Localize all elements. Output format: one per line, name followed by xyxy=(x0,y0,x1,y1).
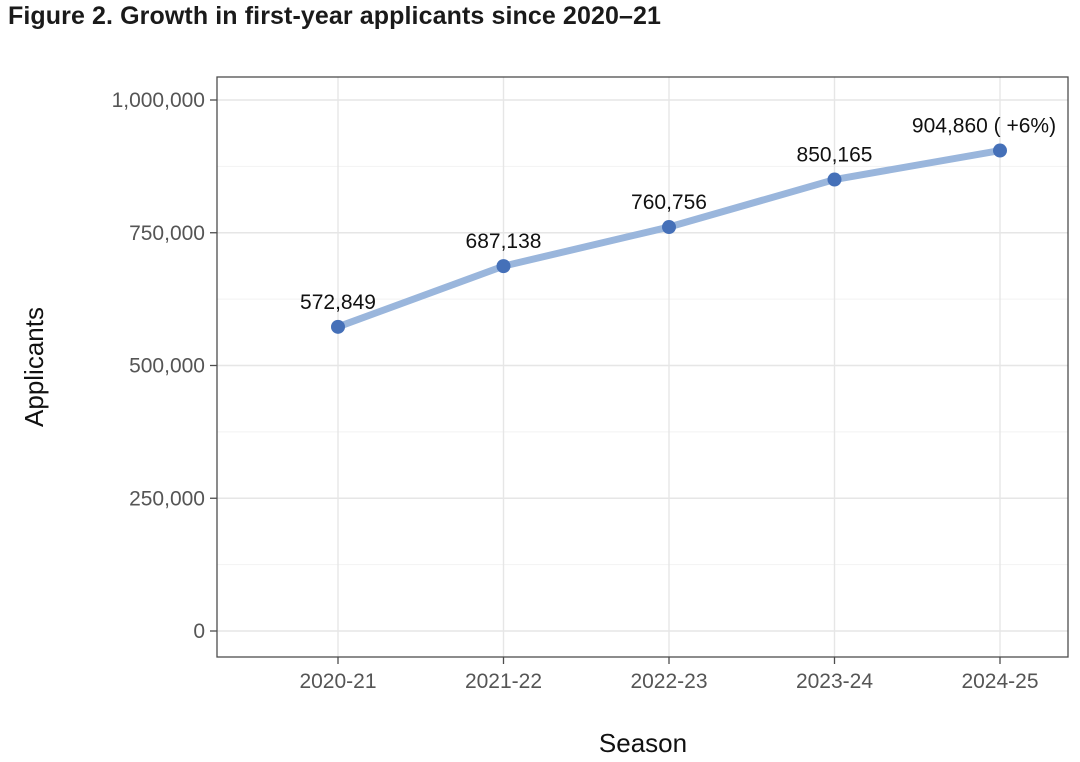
figure-title: Figure 2. Growth in first-year applicant… xyxy=(8,2,661,30)
y-tick-label: 250,000 xyxy=(129,487,205,510)
data-point xyxy=(496,259,511,274)
data-label: 904,860 ( +6%) xyxy=(912,115,1056,138)
y-tick-label: 1,000,000 xyxy=(112,89,205,112)
data-label: 760,756 xyxy=(631,191,707,214)
y-tick-label: 0 xyxy=(193,620,205,643)
x-tick-label: 2022-23 xyxy=(630,670,707,693)
data-label: 850,165 xyxy=(797,144,873,167)
data-point xyxy=(827,172,842,187)
x-axis-title: Season xyxy=(599,728,687,758)
y-axis-title: Applicants xyxy=(19,307,49,427)
plot-border xyxy=(216,76,1069,658)
data-point xyxy=(993,143,1007,158)
axes: 0 250,000 500,000 750,000 1,000,000 2020-21 20… xyxy=(112,89,1039,693)
data-label: 687,138 xyxy=(466,230,542,253)
data-point xyxy=(331,319,345,334)
series: 572,849 687,138 760,756 850,165 904,860 ( +6… xyxy=(300,115,1056,334)
data-label: 572,849 xyxy=(300,291,376,314)
x-tick-label: 2023-24 xyxy=(796,670,873,693)
x-tick-label: 2024-25 xyxy=(961,670,1038,693)
y-tick-label: 500,000 xyxy=(129,355,205,378)
y-tick-label: 750,000 xyxy=(129,222,205,245)
plot-background xyxy=(217,77,1068,657)
data-point xyxy=(662,220,676,235)
x-tick-label: 2020-21 xyxy=(299,670,376,693)
x-tick-label: 2021-22 xyxy=(465,670,542,693)
